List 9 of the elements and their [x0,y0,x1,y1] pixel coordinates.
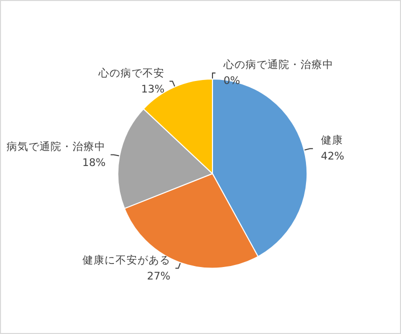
slice-label: 健康 [320,134,343,147]
data-label: 18% [82,156,106,169]
slice-label: 健康に不安がある [82,253,170,266]
data-label: 42% [320,150,344,163]
data-label: 27% [147,270,170,282]
data-label: 13% [141,83,165,96]
slice-label: 心の病で不安 [98,66,165,80]
slice-label: 病気で通院・治療中 [6,140,106,153]
category-label: 心の病で通院・治療中 [223,59,334,72]
